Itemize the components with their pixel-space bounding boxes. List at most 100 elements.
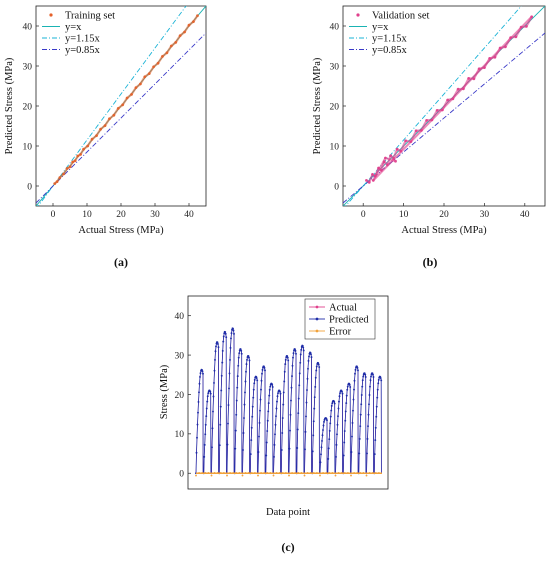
panel-a-ytick-label: 0 bbox=[27, 182, 32, 192]
panel-c-predicted-point bbox=[300, 348, 303, 351]
panel-c-predicted-point bbox=[218, 444, 221, 447]
panel-c-predicted-point bbox=[227, 422, 229, 425]
panel-c-predicted-point bbox=[199, 375, 201, 378]
panel-c-predicted-point bbox=[377, 378, 380, 381]
panel-c-error-point bbox=[210, 474, 213, 477]
panel-c-predicted-point bbox=[290, 399, 292, 402]
panel-c-predicted-point bbox=[274, 433, 276, 436]
panel-c-predicted-point bbox=[366, 437, 369, 440]
panel-c-predicted-point bbox=[304, 448, 306, 451]
panel-c-predicted-point bbox=[315, 365, 318, 368]
panel-a-legend-label: y=1.15x bbox=[65, 34, 101, 45]
panel-c-predicted-point bbox=[311, 450, 314, 453]
panel-b-legend-label: Validation set bbox=[372, 11, 430, 22]
panel-a-xtick-label: 30 bbox=[150, 210, 160, 220]
panel-c-predicted-point bbox=[305, 415, 307, 418]
panel-c-predicted-point bbox=[321, 439, 323, 442]
panel-c-predicted-point bbox=[341, 390, 343, 393]
panel-c-predicted-point bbox=[376, 396, 379, 399]
panel-c-predicted-point bbox=[275, 407, 278, 410]
panel-c-error-point bbox=[347, 471, 349, 474]
panel-c-predicted-point bbox=[256, 379, 259, 382]
panel-c-error-point bbox=[266, 471, 269, 474]
panel-a-ylabel: Predicted Stress (MPa) bbox=[4, 57, 15, 154]
panel-b-legend-label: y=0.85x bbox=[372, 45, 408, 56]
panel-c-predicted-point bbox=[196, 423, 199, 426]
panel-c-predicted-point bbox=[328, 429, 331, 432]
panel-b-point-band bbox=[368, 173, 374, 184]
panel-c-error-point bbox=[260, 471, 262, 474]
panel-a-point-band bbox=[103, 117, 111, 127]
panel-c-ytick-label: 0 bbox=[179, 470, 184, 480]
panel-a-xtick-label: 20 bbox=[116, 210, 126, 220]
panel-c-predicted-point bbox=[306, 389, 308, 391]
panel-c-predicted-point bbox=[267, 410, 270, 413]
panel-c-error-point bbox=[247, 471, 250, 474]
panel-c-predicted-point bbox=[372, 376, 375, 378]
panel-c-predicted-point bbox=[367, 425, 369, 428]
panel-c-predicted-point bbox=[354, 368, 357, 371]
panel-a-point-band bbox=[148, 65, 155, 75]
panel-a-point-band bbox=[112, 107, 120, 117]
panel-c-predicted-point bbox=[301, 344, 304, 347]
panel-c-predicted-point bbox=[271, 386, 274, 388]
panel-c-error-point bbox=[350, 474, 352, 477]
panel-c-predicted-point bbox=[259, 398, 262, 401]
panel-c-predicted-point bbox=[292, 352, 295, 355]
panel-c-error-point bbox=[201, 471, 204, 474]
panel-c-predicted-point bbox=[211, 446, 213, 449]
panel-c-predicted-point bbox=[279, 392, 282, 395]
panel-c-predicted-point bbox=[295, 352, 297, 355]
panel-c-predicted-point bbox=[366, 452, 368, 455]
panel-c-ytick-label: 10 bbox=[175, 430, 185, 440]
panel-c-predicted-point bbox=[296, 447, 299, 449]
panel-c-predicted-point bbox=[352, 398, 355, 401]
panel-b-xtick-label: 10 bbox=[399, 210, 409, 220]
panel-c-legend-dot bbox=[315, 305, 319, 309]
panel-c-predicted-point bbox=[286, 356, 289, 359]
panel-c-predicted-point bbox=[251, 415, 254, 418]
panel-c-predicted-point bbox=[215, 345, 217, 348]
panel-c-error-point bbox=[328, 471, 331, 474]
panel-c-predicted-point bbox=[291, 375, 293, 378]
panel-c-predicted-point bbox=[353, 388, 355, 391]
panel-c-predicted-point bbox=[310, 356, 313, 359]
panel-c-error-point bbox=[213, 471, 216, 474]
panel-c-error-point bbox=[356, 471, 359, 474]
panel-c-error-point bbox=[294, 471, 297, 474]
panel-c-predicted-point bbox=[206, 395, 209, 398]
panel-b-ytick-label: 20 bbox=[330, 102, 340, 112]
panel-a-xlabel: Actual Stress (MPa) bbox=[78, 225, 164, 236]
panel-a-caption: (a) bbox=[114, 255, 128, 269]
panel-c-predicted-point bbox=[209, 392, 212, 395]
panel-c-error-point bbox=[312, 471, 315, 474]
panel-c-predicted-point bbox=[349, 386, 352, 388]
panel-c-predicted-point bbox=[243, 417, 245, 419]
panel-c-predicted-point bbox=[346, 385, 349, 388]
panel-c-predicted-cycle bbox=[257, 365, 266, 474]
panel-a-ytick-label: 30 bbox=[23, 62, 33, 72]
panel-c-predicted-point bbox=[346, 388, 349, 391]
panel-c-predicted-point bbox=[281, 417, 284, 419]
panel-c-predicted-point bbox=[333, 402, 336, 405]
panel-c-predicted-point bbox=[307, 359, 310, 362]
panel-c-predicted-point bbox=[259, 409, 261, 412]
panel-c-predicted-point bbox=[289, 429, 291, 432]
panel-c-predicted-cycle bbox=[311, 362, 320, 474]
panel-c-error-point bbox=[334, 474, 337, 477]
panel-c-predicted-cycle bbox=[249, 376, 258, 474]
panel-c-predicted-point bbox=[219, 423, 222, 426]
panel-c-predicted-point bbox=[274, 423, 277, 426]
panel-c-predicted-point bbox=[261, 372, 263, 375]
panel-c-predicted-point bbox=[359, 413, 362, 416]
panel-c-predicted-point bbox=[245, 363, 248, 366]
panel-c-error-point bbox=[207, 471, 210, 474]
panel-c-predicted-point bbox=[302, 349, 305, 352]
panel-c-predicted-cycle bbox=[304, 351, 312, 474]
panel-c-predicted-point bbox=[318, 366, 321, 369]
panel-c-predicted-point bbox=[204, 433, 207, 436]
panel-c-error-point bbox=[226, 474, 228, 477]
panel-c-predicted-cycle bbox=[342, 382, 351, 474]
panel-c-predicted-point bbox=[284, 358, 287, 361]
